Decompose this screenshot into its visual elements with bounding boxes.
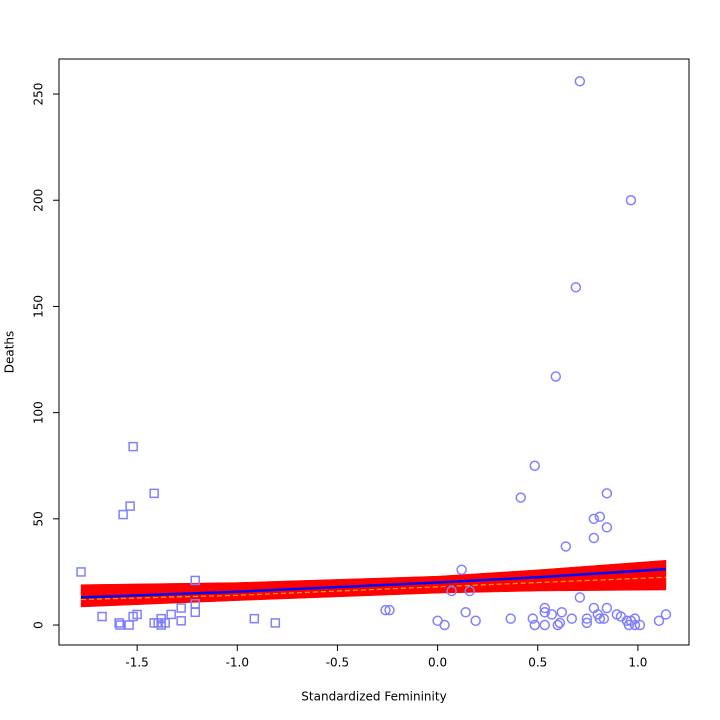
point [570,282,582,293]
x-tick-label: 1.0 [628,656,647,670]
x-tick-label: 0.5 [528,656,547,670]
point [505,613,516,624]
y-tick-label: 50 [32,511,46,526]
confidence-band [537,559,667,592]
point [470,615,481,627]
point [594,613,606,624]
point [439,619,450,631]
fit-line [80,567,667,599]
point [566,613,578,624]
y-tick-label: 0 [32,621,46,629]
point [588,532,600,544]
point [76,567,86,577]
point [629,613,641,624]
point [594,511,606,522]
point [384,604,395,616]
point [601,602,613,614]
point [160,618,170,628]
point [527,613,539,624]
x-axis-label: Standardized Femininity [301,690,446,704]
point [625,194,637,206]
point [554,617,566,629]
confidence-band [237,575,438,601]
point [574,592,586,603]
point [539,607,551,618]
point [118,509,128,520]
point [539,619,551,631]
point [660,609,672,620]
point [529,619,541,631]
point [128,441,138,452]
point [149,488,159,499]
point [176,616,186,626]
point [176,603,186,613]
point [556,607,568,618]
y-tick-label: 100 [32,401,46,424]
point [132,609,142,620]
point [270,618,281,628]
point [601,522,613,533]
point [588,513,600,525]
point [125,501,135,511]
point [539,602,551,614]
point [456,564,467,576]
point [166,609,176,620]
x-tick-label: -1.0 [226,656,249,670]
point [598,613,610,624]
point [560,541,572,552]
point [574,76,586,87]
x-tick-label: -1.5 [125,656,148,670]
point [546,609,558,620]
point [190,575,200,586]
x-tick-label: -0.5 [326,656,349,670]
x-tick-label: 0.0 [428,656,447,670]
point [581,613,593,624]
point [190,607,200,618]
point [515,492,526,503]
point [114,618,124,628]
plot-frame [58,58,690,646]
point [97,611,107,622]
point [380,604,391,616]
fit-line [81,576,666,601]
point [601,488,613,499]
point [550,371,562,382]
point [552,619,564,631]
point [464,585,475,597]
point [460,607,471,618]
point [581,617,593,629]
point [249,613,260,624]
y-tick-label: 250 [32,83,46,106]
point [446,585,457,597]
y-tick-label: 150 [32,295,46,318]
y-tick-label: 200 [32,189,46,212]
point [115,620,125,630]
y-axis-label: Deaths [3,331,17,374]
point [634,619,646,631]
point [653,615,665,627]
point [529,460,541,471]
point [124,620,134,630]
point [629,619,641,631]
point [190,599,200,609]
